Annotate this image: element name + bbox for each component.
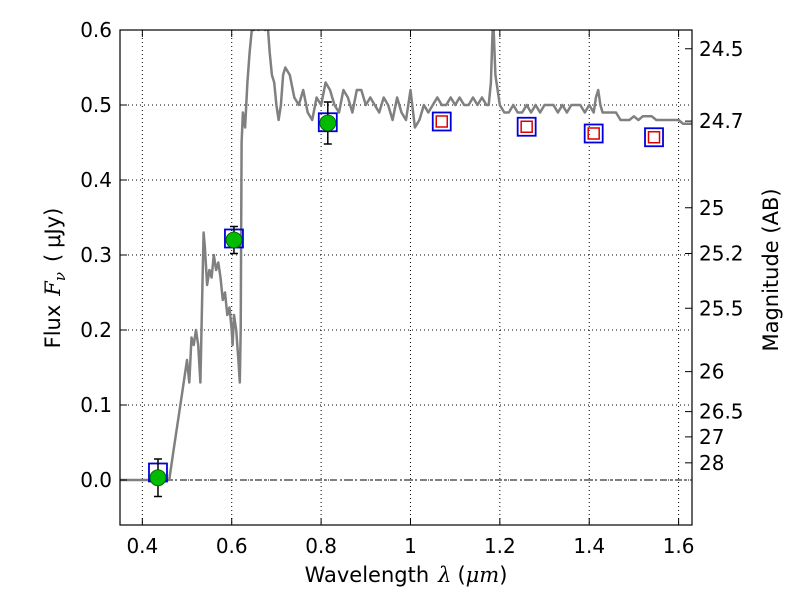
x-tick-label: 1.4 <box>573 534 605 558</box>
upper-limit-square <box>520 120 533 133</box>
magnitude-tick-label: 27 <box>699 425 724 449</box>
magnitude-tick-label: 24.5 <box>699 37 744 61</box>
y-tick-label: 0.5 <box>80 93 112 117</box>
magnitude-tick-label: 26 <box>699 360 724 384</box>
spectrum-line <box>120 30 692 482</box>
model-photometry-square <box>516 116 537 137</box>
model-photometry-square <box>644 127 664 148</box>
x-tick-label: 0.6 <box>216 534 248 558</box>
upper-limit-square <box>587 127 600 140</box>
y-tick-label: 0.1 <box>80 393 112 417</box>
plot-frame <box>119 29 693 526</box>
magnitude-axis-label: Magnitude (AB) <box>759 188 783 351</box>
y-tick-label: 0.3 <box>80 243 112 267</box>
magnitude-tick-label: 28 <box>699 451 724 475</box>
x-tick-label: 0.8 <box>305 534 337 558</box>
magnitude-tick-label: 25 <box>699 196 724 220</box>
y-axis-label: FluxFν(μJy) <box>41 208 69 349</box>
x-tick-label: 1.2 <box>484 534 516 558</box>
magnitude-tick-label: 24.7 <box>699 109 744 133</box>
magnitude-tick-label: 26.5 <box>699 400 744 424</box>
y-axis-ticks: 0.0 0.1 0.2 0.3 0.4 0.5 0.6 <box>80 18 127 492</box>
observed-photometry-point <box>149 469 167 487</box>
magnitude-tick-label: 25.2 <box>699 242 744 266</box>
y-tick-label: 0.6 <box>80 18 112 42</box>
y-tick-label: 0.0 <box>80 468 112 492</box>
photometry-markers <box>148 101 664 498</box>
y-tick-label: 0.2 <box>80 318 112 342</box>
x-axis-ticks: 0.4 0.6 0.8 1 1.2 1.4 1.6 <box>126 30 695 558</box>
upper-limit-square <box>435 115 448 128</box>
model-photometry-square <box>431 111 452 132</box>
x-tick-label: 1.6 <box>663 534 695 558</box>
x-tick-label: 0.4 <box>126 534 158 558</box>
observed-photometry-point <box>319 114 337 132</box>
magnitude-tick-label: 25.5 <box>699 296 744 320</box>
upper-limit-square <box>647 131 661 144</box>
observed-photometry-point <box>225 231 243 249</box>
x-tick-label: 1 <box>404 534 417 558</box>
y-tick-label: 0.4 <box>80 168 112 192</box>
model-photometry-square <box>583 123 604 144</box>
x-axis-label: Wavelength λ (μm) <box>305 563 508 587</box>
